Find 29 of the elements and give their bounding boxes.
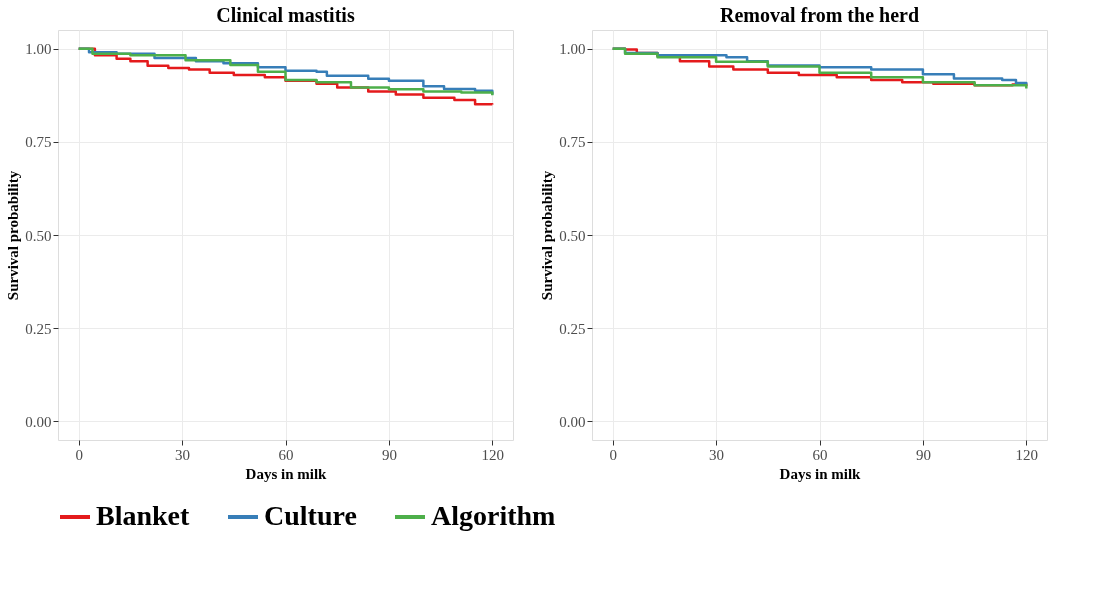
legend-label: Algorithm (431, 500, 556, 531)
y-tick-label: 0.50 (25, 227, 52, 244)
x-tick-label: 0 (75, 446, 83, 463)
x-tick-label: 30 (709, 446, 725, 463)
chart-title: Removal from the herd (719, 4, 920, 26)
y-tick-label: 0.00 (25, 413, 52, 430)
x-tick-label: 120 (481, 446, 505, 463)
x-tick-label: 90 (381, 446, 397, 463)
y-tick-label: 0.25 (25, 320, 52, 337)
y-tick-label: 1.00 (559, 41, 586, 58)
y-tick-label: 0.00 (559, 413, 586, 430)
y-tick-label: 0.75 (25, 134, 52, 151)
x-tick-label: 60 (278, 446, 294, 463)
x-tick-label: 30 (175, 446, 191, 463)
x-tick-label: 60 (812, 446, 828, 463)
x-axis-title: Days in milk (245, 465, 328, 482)
chart-title: Clinical mastitis (216, 4, 355, 26)
legend-label: Culture (264, 500, 357, 531)
legend-label: Blanket (96, 500, 191, 531)
y-axis-title: Survival probability (5, 170, 22, 301)
x-tick-label: 90 (915, 446, 931, 463)
x-tick-label: 120 (1015, 446, 1039, 463)
y-tick-label: 1.00 (25, 41, 52, 58)
y-tick-label: 0.75 (559, 134, 586, 151)
y-tick-label: 0.50 (559, 227, 586, 244)
x-axis-title: Days in milk (779, 465, 862, 482)
y-tick-label: 0.25 (559, 320, 586, 337)
y-axis-title: Survival probability (539, 170, 556, 301)
x-tick-label: 0 (609, 446, 617, 463)
